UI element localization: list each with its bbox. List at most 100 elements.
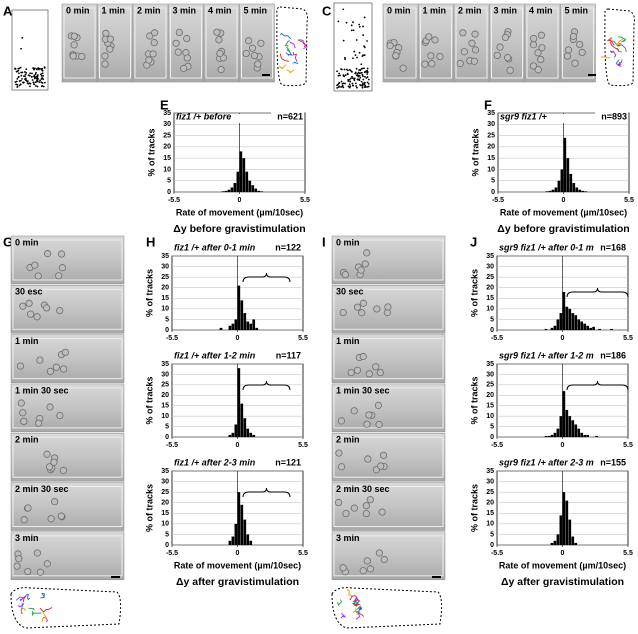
bar [584,191,588,192]
bar [580,321,584,330]
dot [42,74,45,77]
frame-time-label: 0 min [66,5,90,15]
y-tick-label: 35 [486,253,494,260]
bar [577,428,581,437]
bar [562,291,566,330]
dot [18,80,21,82]
micrograph-frame [10,432,125,482]
dot [33,75,36,78]
frame-time-label: 2 min 30 sec [336,484,390,494]
frame-time-label: 30 esc [15,287,43,297]
bar [581,190,585,192]
dot [363,71,366,74]
dot [21,71,24,74]
dot [352,77,354,80]
track [337,599,343,607]
bar [553,325,557,330]
bar [556,428,560,437]
bar [598,328,601,330]
amyloplast [33,549,42,557]
dot [36,85,39,88]
dot [17,67,20,70]
amyloplast [61,348,69,356]
bar [249,323,253,330]
bar [563,137,567,192]
frame-time-label: 5 min [244,5,268,15]
track [279,32,292,40]
cell-outline [10,587,122,629]
dot [42,85,45,88]
y-tick-label: 30 [161,263,169,270]
dot [361,55,364,57]
y-axis-label: % of tracks [144,376,154,424]
bar [560,169,564,192]
dot [344,58,347,61]
amyloplast [353,303,362,311]
cell-outline [604,8,635,87]
track [28,607,35,611]
micrograph-frame [331,482,446,531]
amyloplast [350,504,359,512]
y-tick-label: 15 [163,155,171,162]
amyloplast [347,368,355,377]
dot [352,29,355,32]
n-label: n=121 [275,457,301,467]
amyloplast [379,451,388,459]
panel-label: C [322,3,332,18]
y-tick-label: 20 [161,285,169,292]
amyloplast [496,43,504,51]
y-tick-label: 35 [161,468,169,475]
dot [351,84,354,87]
dot [29,72,32,75]
micrograph-frame [524,3,561,83]
amyloplast [339,564,347,572]
bar [251,185,255,192]
amyloplast [52,363,60,371]
dot [351,82,354,85]
amyloplast [151,29,159,37]
amyloplast [357,266,365,274]
y-tick-label: 35 [486,468,494,475]
bar [583,434,587,437]
y-tick-label: 35 [161,253,169,260]
dot [358,23,361,26]
dot [348,83,351,86]
title-box [499,114,569,123]
bar [559,313,563,330]
track [278,64,287,70]
amyloplast [47,515,55,523]
y-axis-label: % of tracks [144,484,154,532]
micrograph-frame [132,3,169,83]
chart-title: sgr9 fiz1 /+ after 1-2 min [499,350,602,360]
amyloplast [106,45,114,53]
cell-wall [526,7,559,79]
amyloplast [471,30,479,38]
y-tick-label: 20 [487,144,495,151]
frame-time-label: 1 min [102,5,126,15]
dot [355,39,358,41]
bar [228,434,232,437]
amyloplast [216,49,224,58]
dot [362,78,365,81]
cell-wall [12,338,123,380]
amyloplast [468,39,476,47]
amyloplast [459,29,467,37]
dot [358,51,361,54]
amyloplast [384,303,392,311]
n-label: n=155 [600,457,626,467]
y-tick-label: 35 [161,361,169,368]
amyloplast [46,367,55,376]
y-tick-label: 25 [486,274,494,281]
dot [367,82,370,85]
micrograph-frame [331,432,446,482]
dot [346,72,349,75]
dot [19,83,22,86]
frame-time-label: 1 min 30 sec [336,385,390,395]
amyloplast [335,449,343,457]
x-tick-label: 5.5 [624,197,634,204]
bar [544,328,548,330]
dot [30,75,33,78]
dot [338,85,341,88]
bar [571,420,575,437]
dot [364,75,366,78]
